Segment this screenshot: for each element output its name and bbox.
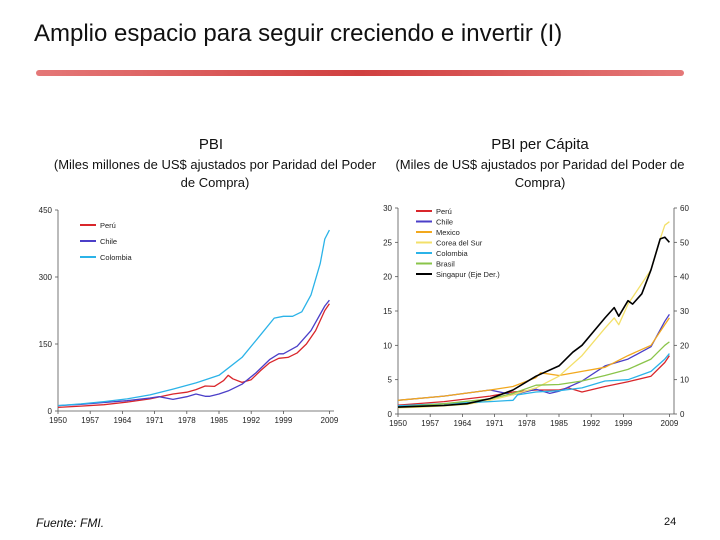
right-chart-subtitle: (Miles de US$ ajustados por Paridad del …	[395, 157, 685, 190]
legend-label: Singapur (Eje Der.)	[436, 270, 500, 279]
y-tick-label: 5	[388, 376, 393, 385]
gdp-per-capita-chart: 0 5 10 15 20 25 30 0 10 20 30 40 50 60 1950 1957 1964 197…	[383, 204, 689, 428]
y-tick-label: 0	[48, 407, 53, 416]
y2-tick-label: 30	[680, 307, 689, 316]
x-tick-label: 1971	[146, 416, 164, 425]
left-chart-subtitle: (Miles millones de US$ ajustados por Par…	[53, 157, 377, 190]
series-line	[57, 303, 330, 409]
x-tick-label: 1985	[210, 416, 228, 425]
y-tick-label: 30	[383, 204, 392, 213]
page-number: 24	[664, 516, 677, 528]
legend-label: Colombia	[100, 253, 133, 262]
legend-label: Perú	[100, 221, 116, 230]
y2-tick-label: 40	[680, 273, 689, 282]
slide-title: Amplio espacio para seguir creciendo e i…	[34, 20, 563, 47]
x-tick-label: 1964	[454, 419, 472, 428]
y2-tick-label: 10	[680, 376, 689, 385]
y-tick-label: 450	[39, 206, 53, 215]
legend-label: Chile	[436, 218, 453, 227]
legend-label: Brasil	[436, 260, 455, 269]
x-tick-label: 1971	[486, 419, 504, 428]
series-line	[397, 353, 670, 407]
y2-tick-label: 60	[680, 204, 689, 213]
y-tick-label: 300	[39, 273, 53, 282]
x-tick-label: 2009	[321, 416, 339, 425]
y-tick-label: 10	[383, 341, 392, 350]
legend-label: Perú	[436, 207, 452, 216]
y-tick-label: 0	[388, 410, 393, 419]
x-tick-label: 1999	[615, 419, 633, 428]
x-tick-label: 1957	[81, 416, 99, 425]
right-chart-title: PBI per Cápita	[491, 136, 589, 153]
y2-tick-label: 20	[680, 341, 689, 350]
x-tick-label: 1950	[49, 416, 67, 425]
title-divider	[36, 70, 684, 76]
series-line	[397, 314, 670, 401]
x-tick-label: 2009	[661, 419, 679, 428]
y-tick-label: 25	[383, 238, 392, 247]
legend-label: Colombia	[436, 249, 469, 258]
series-line	[397, 341, 670, 408]
x-tick-label: 1999	[275, 416, 293, 425]
x-tick-label: 1950	[389, 419, 407, 428]
legend-label: Corea del Sur	[436, 239, 483, 248]
left-chart-title: PBI	[198, 136, 224, 153]
y-tick-label: 20	[383, 273, 392, 282]
x-tick-label: 1957	[421, 419, 439, 428]
x-tick-label: 1992	[582, 419, 600, 428]
gdp-chart: 0 150 300 450 1950 1957 1964 1971 1978 1985 1992 19…	[39, 206, 339, 425]
x-tick-label: 1992	[242, 416, 260, 425]
legend-label: Mexico	[436, 228, 460, 237]
x-tick-label: 1964	[114, 416, 132, 425]
series-line	[397, 236, 670, 408]
x-tick-label: 1985	[550, 419, 568, 428]
source-note: Fuente: FMI.	[36, 516, 105, 530]
y-tick-label: 150	[39, 340, 53, 349]
x-tick-label: 1978	[518, 419, 536, 428]
y2-tick-label: 50	[680, 238, 689, 247]
legend-label: Chile	[100, 237, 117, 246]
series-line	[397, 355, 670, 406]
y2-tick-label: 0	[680, 410, 685, 419]
series-line	[57, 229, 330, 407]
series-line	[57, 299, 330, 407]
x-tick-label: 1978	[178, 416, 196, 425]
y-tick-label: 15	[383, 307, 392, 316]
